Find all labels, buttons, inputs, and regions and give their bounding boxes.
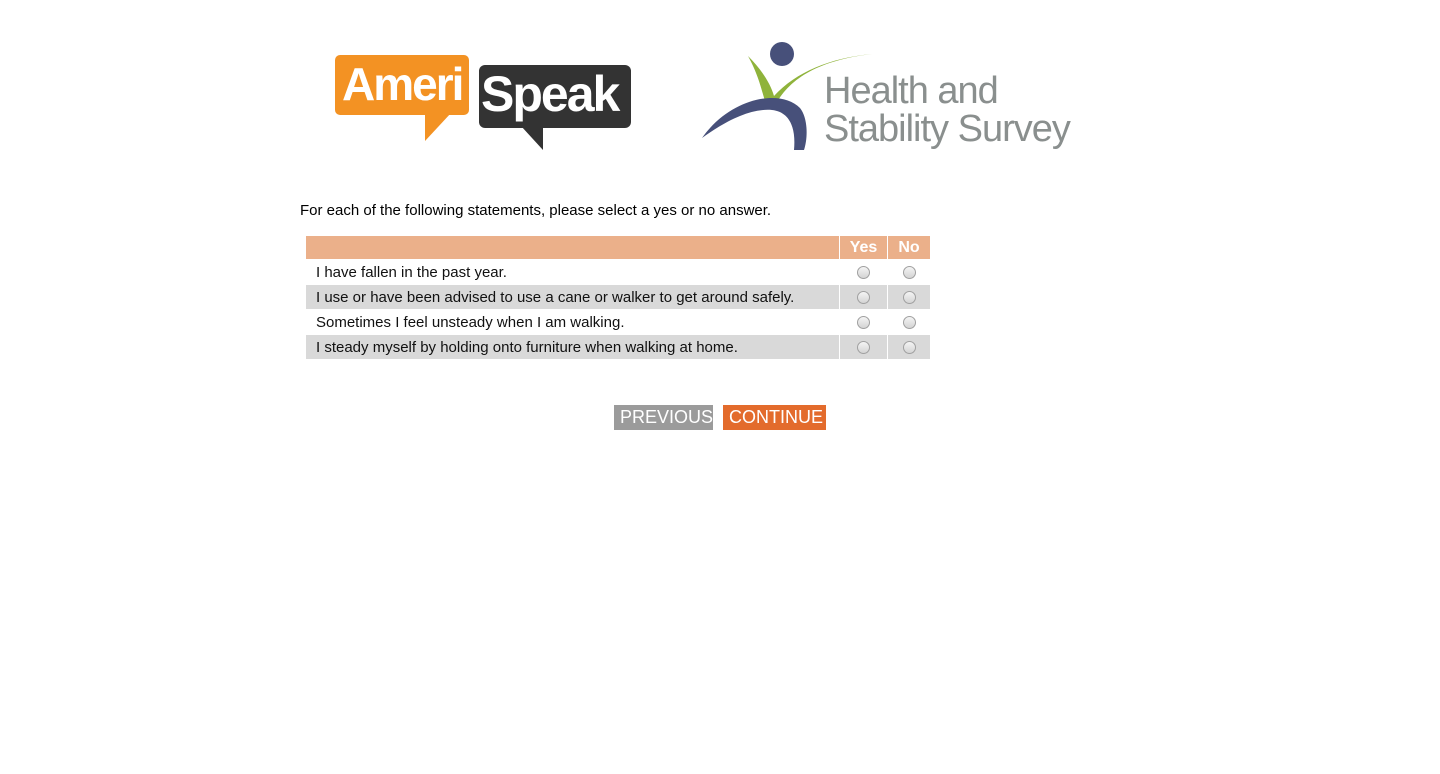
previous-button[interactable]: PREVIOUS xyxy=(614,405,713,430)
survey-logo-text: Health and Stability Survey xyxy=(824,70,1071,150)
health-stability-figure-logo xyxy=(702,42,872,150)
header-yes: Yes xyxy=(840,236,887,259)
statement: Sometimes I feel unsteady when I am walk… xyxy=(316,313,625,331)
radio-no[interactable] xyxy=(902,266,916,280)
header-no: No xyxy=(888,236,930,259)
header-row: Yes No xyxy=(306,236,930,259)
statement: I have fallen in the past year. xyxy=(316,263,507,281)
table-row: I use or have been advised to use a cane… xyxy=(306,285,930,309)
continue-button[interactable]: CONTINUE xyxy=(723,405,826,430)
table-row: I steady myself by holding onto furnitur… xyxy=(306,335,930,359)
radio-yes[interactable] xyxy=(857,341,870,355)
amerispeak-logo: Ameri Speak xyxy=(335,55,635,155)
radio-no[interactable] xyxy=(902,341,916,355)
radio-yes[interactable] xyxy=(857,316,870,330)
header-blank xyxy=(306,236,839,259)
radio-no[interactable] xyxy=(902,291,916,305)
yes-no-grid: Yes No I have fallen in the past year. I… xyxy=(305,235,931,360)
table-row: Sometimes I feel unsteady when I am walk… xyxy=(306,310,930,334)
radio-yes[interactable] xyxy=(857,291,870,305)
radio-no[interactable] xyxy=(902,316,916,330)
radio-yes[interactable] xyxy=(857,266,870,280)
table-row: I have fallen in the past year. xyxy=(306,260,930,284)
statement: I steady myself by holding onto furnitur… xyxy=(306,335,839,359)
instruction-text: For each of the following statements, pl… xyxy=(300,202,772,219)
statement: I use or have been advised to use a cane… xyxy=(306,285,839,309)
